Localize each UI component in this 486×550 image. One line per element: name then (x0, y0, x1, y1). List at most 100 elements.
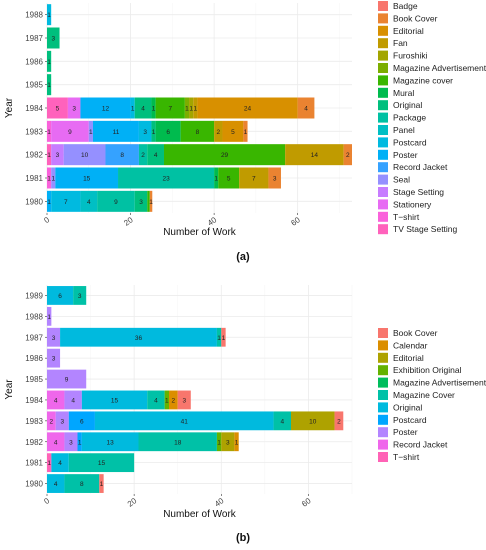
bar-segment (47, 306, 52, 326)
bar-value-label: 5 (227, 176, 231, 183)
legend-key (378, 224, 388, 235)
bar-segment (189, 97, 194, 119)
legend-key (378, 377, 388, 388)
bar-value-label: 8 (196, 129, 200, 136)
bar-value-label: 3 (51, 36, 55, 43)
bar-segment (92, 120, 139, 142)
legend-label: Magazine Cover (393, 390, 455, 400)
bar-value-label: 7 (64, 199, 68, 206)
bar-segment (47, 369, 87, 389)
legend-label: Editorial (393, 26, 424, 36)
bar-segment (47, 27, 60, 49)
bar-segment (47, 50, 52, 72)
bar-segment (138, 120, 152, 142)
x-tick-label: 20 (126, 496, 139, 509)
y-tick-label: 1984 (25, 104, 43, 113)
bar-value-label: 14 (311, 152, 319, 159)
bar-segment (105, 144, 139, 166)
bar-value-label: 1 (194, 106, 198, 113)
bar-segment (151, 97, 156, 119)
bar-value-label: 1 (217, 439, 221, 446)
bar-segment (147, 144, 164, 166)
bar-value-label: 1 (222, 335, 226, 342)
bar-value-label: 1 (152, 106, 156, 113)
bar-segment (81, 432, 139, 452)
bar-segment (47, 474, 65, 493)
bar-segment (64, 474, 100, 493)
bar-value-label: 15 (111, 397, 119, 404)
bar-segment (68, 453, 135, 473)
bar-segment (218, 167, 240, 189)
bar-segment (51, 120, 89, 142)
bar-value-label: 2 (50, 418, 54, 425)
bar-value-label: 36 (135, 335, 143, 342)
y-tick-label: 1980 (25, 480, 43, 489)
bar-segment (47, 120, 52, 142)
bar-value-label: 2 (141, 152, 145, 159)
bar-value-label: 1 (152, 129, 156, 136)
legend-label: Original (393, 402, 422, 412)
bar-value-label: 11 (113, 129, 120, 136)
x-tick-label: 20 (122, 215, 135, 228)
bar-value-label: 6 (58, 293, 62, 300)
y-tick-label: 1988 (25, 312, 43, 321)
legend-label: Book Cover (393, 13, 438, 23)
legend-key (378, 125, 388, 135)
y-tick-label: 1984 (25, 396, 43, 405)
y-axis-title: Year (4, 379, 15, 400)
legend-key (378, 328, 388, 338)
legend-key (378, 149, 388, 160)
legend-label: Postcard (393, 137, 427, 147)
bar-segment (134, 97, 152, 119)
bar-value-label: 2 (346, 152, 350, 159)
bar-segment (47, 97, 68, 119)
panel-caption: (b) (236, 532, 250, 544)
bar-value-label: 3 (143, 129, 147, 136)
bar-segment (55, 411, 69, 431)
y-axis-title: Year (4, 97, 15, 118)
bar-segment (163, 144, 286, 166)
bar-segment (273, 411, 291, 431)
bar-segment (47, 411, 56, 431)
bar-segment (216, 432, 222, 452)
bar-value-label: 1 (47, 152, 51, 159)
bar-segment (99, 474, 104, 493)
legend-key (378, 402, 388, 413)
bar-segment (151, 120, 156, 142)
bar-segment (297, 97, 315, 119)
legend-key (378, 162, 388, 173)
y-tick-label: 1987 (25, 34, 43, 43)
bar-value-label: 23 (162, 176, 170, 183)
y-tick-label: 1988 (25, 11, 43, 20)
bar-segment (134, 190, 148, 212)
legend-label: Furoshiki (393, 51, 428, 61)
bar-value-label: 8 (120, 152, 124, 159)
legend-key (378, 1, 388, 11)
bar-value-label: 4 (304, 106, 308, 113)
bar-value-label: 9 (114, 199, 118, 206)
y-tick-label: 1983 (25, 417, 43, 426)
bar-value-label: 1 (217, 335, 221, 342)
bar-segment (51, 167, 56, 189)
bar-segment (222, 120, 244, 142)
legend-key (378, 427, 388, 438)
legend-key (378, 211, 388, 222)
bar-value-label: 1 (244, 129, 248, 136)
bar-value-label: 2 (337, 418, 341, 425)
bar-value-label: 1 (47, 176, 51, 183)
bar-segment (47, 167, 52, 189)
bar-segment (88, 120, 93, 142)
bar-value-label: 4 (154, 397, 158, 404)
bar-value-label: 3 (52, 356, 56, 363)
panel-caption: (a) (236, 251, 250, 263)
bar-value-label: 4 (141, 106, 145, 113)
legend-label: Original (393, 100, 422, 110)
bar-segment (343, 144, 352, 166)
legend-label: Panel (393, 125, 415, 135)
bar-value-label: 4 (154, 152, 158, 159)
bar-value-label: 1 (149, 199, 153, 206)
legend-key (378, 38, 388, 49)
legend-label: Poster (393, 150, 418, 160)
bar-value-label: 10 (309, 418, 317, 425)
